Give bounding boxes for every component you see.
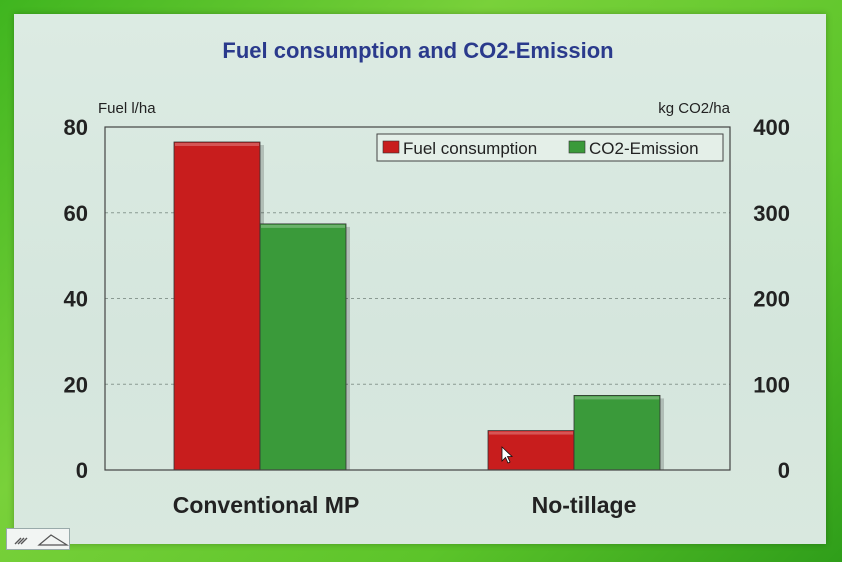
y-axis-right-label: kg CO2/ha [658,100,730,117]
slide-nav-icon [14,534,70,546]
slide-panel [14,14,826,544]
y-right-tick-label: 0 [778,458,790,483]
y-left-tick-label: 40 [64,287,88,312]
category-label: Conventional MP [173,492,360,518]
legend-box [376,133,724,162]
bar-fuel-consumption [487,430,578,471]
bar-highlight [261,224,345,228]
y-left-tick-label: 80 [64,115,88,140]
bar-highlight [489,431,573,435]
bar-co2-emission [259,223,350,471]
axis-ticks: 0 20 40 60 80 0 100 200 300 400 [64,115,790,483]
y-right-tick-label: 100 [753,372,790,397]
y-axis-left-label: Fuel l/ha [98,100,156,117]
legend-label: CO2-Emission [589,139,699,158]
legend-swatch [382,140,400,154]
bar [573,394,661,471]
y-left-tick-label: 0 [76,458,88,483]
bars [173,141,664,471]
mouse-pointer-icon [501,446,514,464]
chart-title: Fuel consumption and CO2-Emission [222,38,613,63]
bar-highlight [575,396,659,400]
y-left-tick-label: 60 [64,201,88,226]
slide-nav-widget[interactable] [6,528,70,550]
y-right-tick-label: 400 [753,115,790,140]
bar [173,141,261,471]
y-right-tick-label: 300 [753,201,790,226]
bar-co2-emission [573,394,664,471]
bar-highlight [175,143,259,147]
legend: Fuel consumption CO2-Emission [376,133,724,162]
bar [259,223,347,471]
legend-swatch [568,140,586,154]
category-labels: Conventional MP No-tillage [173,492,637,518]
bar-fuel-consumption [173,141,264,471]
y-left-tick-label: 20 [64,372,88,397]
y-right-tick-label: 200 [753,287,790,312]
plot-area-frame [104,126,731,471]
bar [487,430,575,471]
category-label: No-tillage [532,492,637,518]
legend-label: Fuel consumption [403,139,537,158]
